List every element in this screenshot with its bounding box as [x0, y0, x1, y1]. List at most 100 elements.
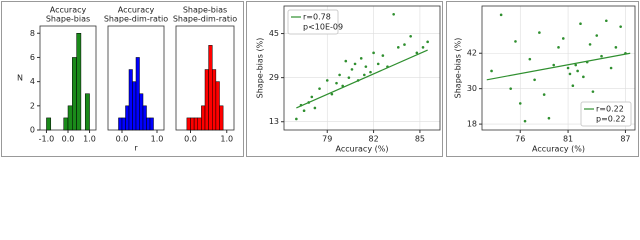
y-axis-label: Shape-bias (%): [454, 38, 463, 99]
point: [363, 73, 366, 77]
point: [619, 25, 622, 28]
chart-title: Accuracy: [118, 6, 155, 15]
point: [609, 66, 613, 70]
y-tick-label: 30: [467, 84, 477, 93]
point: [547, 116, 551, 120]
chart-title: Shape-bias: [183, 6, 227, 15]
point: [302, 109, 306, 113]
annotation: r=0.78: [303, 13, 331, 22]
annotation: p=0.22: [596, 115, 626, 124]
bar: [197, 117, 202, 131]
x-tick-label: 87: [620, 135, 630, 144]
point: [571, 84, 575, 88]
x-tick-label: 1.0: [220, 135, 233, 144]
x-tick-label: 82: [368, 135, 378, 144]
point: [350, 68, 354, 71]
plot-frame: [481, 5, 636, 131]
bar: [219, 105, 224, 131]
bar: [135, 57, 140, 131]
chart-title: Shape-bias: [46, 15, 90, 24]
point: [369, 70, 372, 74]
point: [341, 84, 344, 88]
point: [518, 102, 522, 105]
point: [318, 87, 321, 90]
point: [614, 46, 618, 49]
point: [313, 106, 317, 110]
y-axis-label: N: [17, 74, 23, 83]
bar: [186, 117, 191, 131]
y-tick-label: 18: [467, 120, 477, 129]
point: [566, 66, 570, 70]
x-axis-label: Accuracy (%): [336, 145, 389, 154]
point: [403, 43, 406, 46]
panel-border: [446, 1, 639, 157]
point: [295, 117, 298, 121]
point: [595, 34, 599, 37]
point: [538, 31, 541, 34]
point: [426, 40, 429, 44]
x-tick-label: 76: [515, 135, 525, 144]
point: [591, 90, 595, 93]
point: [552, 63, 556, 67]
bar: [215, 81, 220, 131]
point: [353, 62, 357, 66]
bar: [72, 57, 77, 131]
panel-border: [1, 1, 244, 157]
point: [579, 22, 582, 26]
point: [381, 54, 385, 57]
point: [396, 46, 400, 49]
point: [588, 43, 592, 46]
point: [533, 78, 536, 82]
point: [409, 35, 412, 38]
bar: [132, 81, 137, 131]
y-tick-label: 29: [269, 73, 279, 82]
point: [605, 19, 608, 23]
point: [561, 37, 565, 40]
point: [325, 79, 329, 82]
point: [582, 75, 585, 79]
x-axis-label: r: [134, 144, 138, 153]
y-tick-label: 45: [269, 29, 279, 38]
bar: [139, 93, 144, 131]
y-tick-label: 4: [30, 77, 35, 86]
legend-box: [580, 101, 632, 127]
annotation: p<10E-09: [303, 23, 343, 32]
chart-title: Accuracy: [50, 6, 87, 15]
page: {"chart_data": [ {"type": "hist", "title…: [0, 0, 640, 158]
bar: [204, 69, 209, 131]
y-tick-label: 0: [30, 126, 35, 135]
chart-title: Shape-dim-ratio: [104, 15, 168, 24]
bar: [121, 117, 126, 131]
point: [330, 92, 334, 96]
y-tick-label: 42: [467, 49, 477, 58]
bar: [142, 105, 147, 131]
bar: [146, 117, 151, 131]
bar: [193, 117, 198, 131]
bar: [46, 117, 52, 131]
y-tick-label: 8: [30, 29, 35, 38]
fit-line: [296, 49, 428, 109]
x-tick-label: 1.0: [83, 135, 96, 144]
plot-frame: [283, 5, 441, 131]
point: [574, 63, 578, 67]
x-tick-label: 79: [322, 135, 332, 144]
point: [557, 46, 560, 49]
point: [499, 13, 503, 17]
bar: [128, 69, 133, 131]
y-tick-label: 6: [30, 53, 35, 62]
point: [359, 57, 363, 60]
fit-line: [486, 52, 631, 81]
point: [509, 87, 512, 90]
y-tick-label: 2: [30, 101, 35, 110]
point: [310, 95, 314, 99]
point: [415, 51, 419, 55]
bar: [212, 69, 217, 131]
point: [376, 62, 380, 66]
point: [576, 69, 579, 73]
bar: [84, 93, 90, 131]
x-tick-label: 85: [415, 135, 425, 144]
bar: [125, 105, 130, 131]
point: [344, 59, 348, 63]
chart-title: Shape-dim-ratio: [173, 15, 237, 24]
